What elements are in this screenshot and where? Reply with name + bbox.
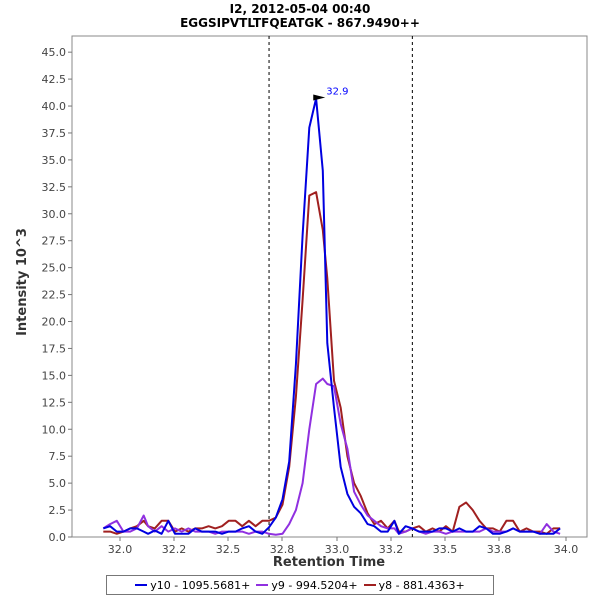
x-tick-label: 33.5 [433,543,458,556]
legend-label: y10 - 1095.5681+ [150,578,251,592]
y-tick-label: 25.0 [42,262,67,275]
plot-area [71,35,588,538]
x-tick-label: 34.0 [554,543,579,556]
x-tick-label: 33.8 [487,543,512,556]
x-tick-label: 32.8 [270,543,295,556]
y-tick-label: 37.5 [42,127,67,140]
y-tick-label: 5.0 [49,477,67,490]
series-lines [102,97,561,536]
y-tick-label: 27.5 [42,235,67,248]
y-tick-label: 45.0 [42,46,67,59]
peak-arrow-icon [313,94,326,101]
y-tick-label: 0.0 [49,531,67,544]
x-tick-label: 32.0 [108,543,133,556]
x-axis-label: Retention Time [273,555,385,570]
legend-swatch [135,584,148,586]
x-tick-label: 33.2 [379,543,404,556]
y-axis: 0.0 2.5 5.0 7.5 10.0 12.5 15.0 17.5 20.0 22.5 25.0… [42,46,72,544]
legend-swatch [256,584,269,586]
y-tick-label: 30.0 [42,208,67,221]
x-tick-label: 32.2 [162,543,187,556]
x-axis: 32.0 32.2 32.5 32.8 33.0 33.2 33.5 33.8 34.0 [108,537,579,556]
x-tick-label: 32.5 [216,543,241,556]
chart-subtitle: EGGSIPVTLTFQEATGK - 867.9490++ [180,16,420,30]
y-tick-label: 35.0 [42,154,67,167]
y-tick-label: 22.5 [42,289,67,302]
y-tick-label: 40.0 [42,100,67,113]
x-tick-label: 33.0 [325,543,350,556]
y-tick-label: 7.5 [49,450,67,463]
series-line-y10 [102,97,561,535]
series-line-y9 [102,377,561,536]
y-tick-label: 10.0 [42,423,67,436]
y-axis-label: Intensity 10^3 [15,228,30,336]
legend-item: y8 - 881.4363+ [363,578,465,592]
legend-swatch [363,584,376,586]
y-tick-label: 20.0 [42,316,67,329]
chart-title: I2, 2012-05-04 00:40 [230,2,371,16]
y-tick-label: 15.0 [42,369,67,382]
legend-item: y9 - 994.5204+ [256,578,358,592]
legend-label: y9 - 994.5204+ [271,578,358,592]
legend-item: y10 - 1095.5681+ [135,579,250,592]
y-tick-label: 2.5 [49,504,67,517]
y-tick-label: 12.5 [42,396,67,409]
y-tick-label: 32.5 [42,181,67,194]
peak-annotation: 32.9 [313,86,349,101]
y-tick-label: 17.5 [42,342,67,355]
legend: y10 - 1095.5681+ y9 - 994.5204+ y8 - 881.4… [106,575,494,595]
legend-label: y8 - 881.4363+ [378,578,465,592]
peak-label: 32.9 [326,86,348,97]
y-tick-label: 42.5 [42,73,67,86]
